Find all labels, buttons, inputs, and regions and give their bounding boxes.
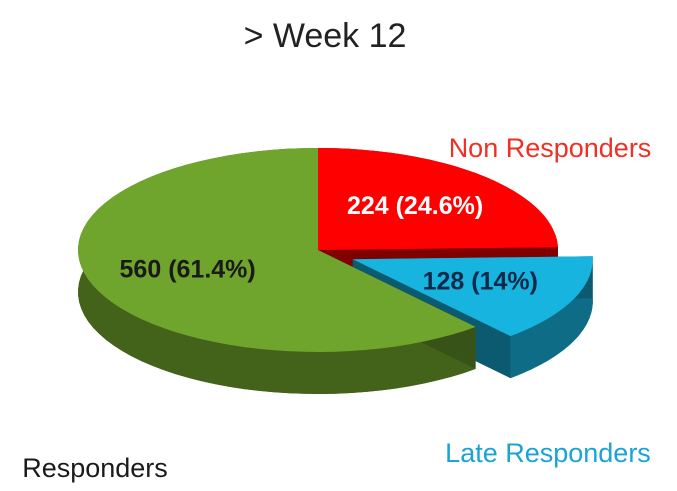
category-label: Late Responders (445, 438, 651, 468)
chart-title: > Week 12 (244, 17, 407, 55)
slice-side (510, 256, 593, 379)
value-label: 224 (24.6%) (347, 192, 483, 220)
slice-side (78, 148, 476, 394)
category-label: Responders (22, 453, 168, 483)
slice (352, 256, 593, 337)
value-label: 560 (61.4%) (120, 255, 256, 283)
category-label: Non Responders (449, 133, 652, 163)
value-label: 128 (14%) (423, 268, 538, 296)
slice (318, 148, 558, 250)
slice (78, 148, 476, 352)
